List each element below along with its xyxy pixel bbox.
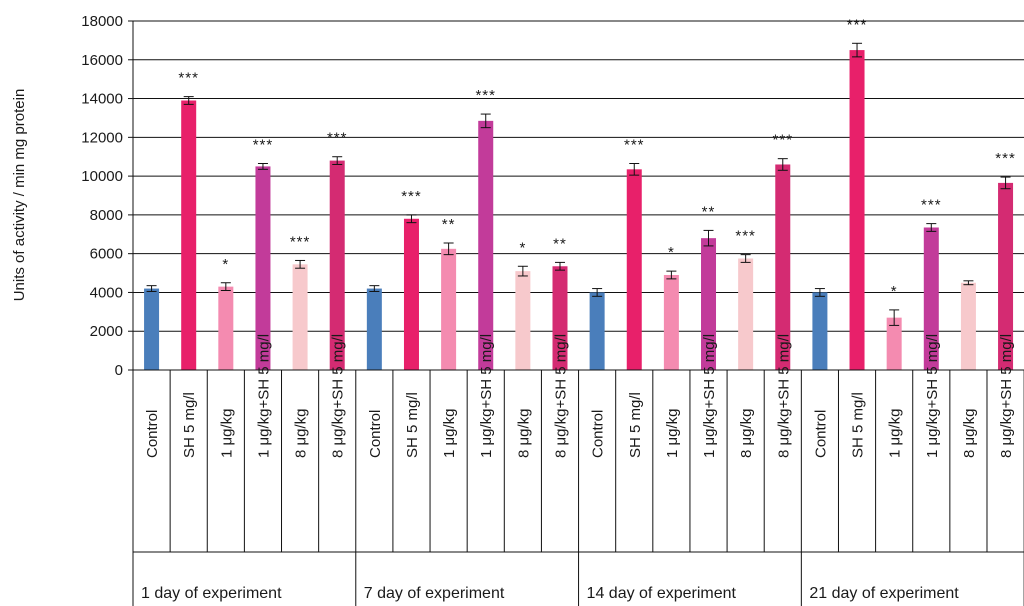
category-label: 8 μg/kg+SH 5 mg/l: [775, 334, 792, 458]
category-label: 8 μg/kg: [293, 408, 310, 458]
group-label: 21 day of experiment: [809, 585, 959, 602]
y-tick-label: 0: [115, 362, 123, 379]
bar: [478, 120, 494, 370]
category-label: 1 μg/kg: [664, 408, 681, 458]
significance-label: ***: [995, 150, 1016, 167]
category-label: 8 μg/kg+SH 5 mg/l: [998, 334, 1015, 458]
significance-label: **: [702, 203, 716, 220]
y-tick-label: 12000: [81, 129, 123, 146]
category-label: Control: [590, 410, 607, 458]
category-label: Control: [144, 410, 161, 458]
bar: [812, 292, 828, 370]
category-label: 1 μg/kg: [218, 408, 235, 458]
bar: [441, 248, 457, 370]
significance-label: ***: [735, 228, 756, 245]
bar: [923, 227, 939, 370]
bar: [144, 288, 160, 370]
significance-label: ***: [253, 137, 274, 154]
significance-label: ***: [290, 233, 311, 250]
group-label: 1 day of experiment: [141, 585, 282, 602]
significance-label: ***: [921, 197, 942, 214]
significance-label: ***: [624, 137, 645, 154]
bar: [998, 182, 1014, 370]
category-labels: Control SH 5 mg/l 1 μg/kg 1 μg/kg+SH 5 mg/l…: [144, 334, 1015, 458]
category-label: SH 5 mg/l: [404, 392, 421, 458]
category-label: 1 μg/kg+SH 5 mg/l: [924, 334, 941, 458]
significance-label: ***: [475, 87, 496, 104]
category-label: 1 μg/kg+SH 5 mg/l: [701, 334, 718, 458]
bar: [366, 288, 382, 370]
group-labels: 1 day of experiment 7 day of experiment 14…: [141, 585, 959, 602]
axes: [132, 21, 1024, 606]
bar: [181, 100, 197, 370]
category-label: 8 μg/kg+SH 5 mg/l: [552, 334, 569, 458]
y-tick-label: 6000: [90, 246, 123, 263]
bar: [292, 264, 308, 370]
category-label: SH 5 mg/l: [850, 392, 867, 458]
y-tick-label: 2000: [90, 323, 123, 340]
bar: [849, 50, 865, 370]
bar: [960, 282, 976, 370]
category-label: Control: [367, 410, 384, 458]
bar: [886, 317, 902, 370]
category-label: 8 μg/kg: [738, 408, 755, 458]
significance-label: *: [668, 244, 675, 261]
category-label: 1 μg/kg: [887, 408, 904, 458]
significance-label: *: [891, 283, 898, 300]
y-tick-labels: 0 2000 4000 6000 8000 10000 12000 14000 16000 180…: [81, 13, 133, 379]
category-label: 1 μg/kg: [441, 408, 458, 458]
category-label: Control: [812, 410, 829, 458]
bar: [218, 286, 234, 370]
y-tick-label: 14000: [81, 91, 123, 108]
category-label: 8 μg/kg+SH 5 mg/l: [330, 334, 347, 458]
category-label: SH 5 mg/l: [181, 392, 198, 458]
y-tick-label: 8000: [90, 207, 123, 224]
bar: [663, 274, 679, 370]
bar: [589, 292, 605, 370]
bar: [403, 218, 419, 370]
significance-label: ***: [327, 130, 348, 147]
bar: [515, 271, 531, 370]
significance-label: *: [222, 256, 229, 273]
category-label: 8 μg/kg: [961, 408, 978, 458]
significance-label: ***: [178, 70, 199, 87]
significance-label: ***: [401, 188, 422, 205]
bar: [701, 238, 717, 370]
y-axis-title: Units of activity / min mg protein: [11, 89, 28, 302]
bar: [329, 160, 345, 370]
bar: [255, 166, 271, 370]
y-tick-label: 16000: [81, 52, 123, 69]
category-label: 1 μg/kg+SH 5 mg/l: [478, 334, 495, 458]
category-label: 8 μg/kg: [515, 408, 532, 458]
category-label: 1 μg/kg+SH 5 mg/l: [255, 334, 272, 458]
significance-label: ***: [773, 132, 794, 149]
gridlines: [133, 20, 1024, 332]
bar: [626, 169, 642, 370]
significance-label: **: [442, 216, 456, 233]
bar: [775, 164, 791, 370]
y-tick-label: 10000: [81, 168, 123, 185]
group-label: 14 day of experiment: [587, 585, 737, 602]
y-tick-label: 18000: [81, 13, 123, 30]
group-label: 7 day of experiment: [364, 585, 505, 602]
significance-label: *: [519, 239, 526, 256]
significance-label: ***: [847, 16, 868, 33]
bar: [738, 258, 754, 370]
bars: ********************** ******************…: [144, 16, 1016, 370]
bar: [552, 266, 568, 370]
category-label: SH 5 mg/l: [627, 392, 644, 458]
y-tick-label: 4000: [90, 284, 123, 301]
significance-label: **: [553, 235, 567, 252]
